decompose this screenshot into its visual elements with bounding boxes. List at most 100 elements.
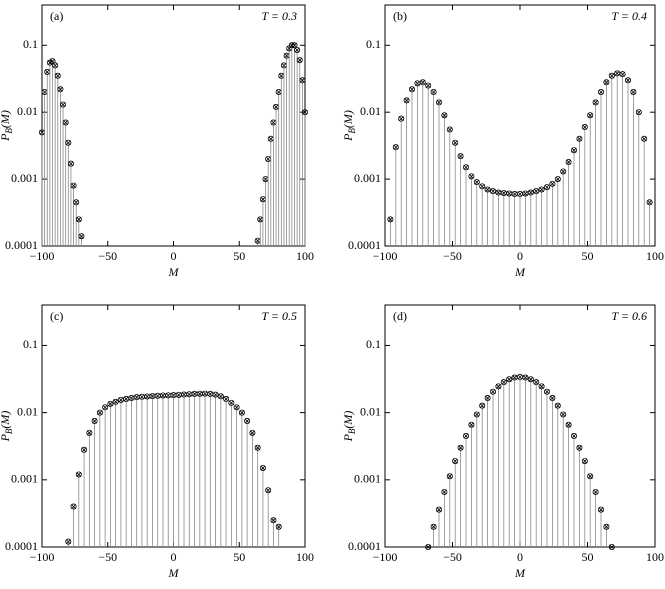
- marker-cross: [302, 109, 308, 115]
- marker: [112, 398, 119, 405]
- marker-cross: [57, 86, 63, 92]
- marker-cross: [65, 140, 71, 146]
- marker-cross: [409, 86, 415, 92]
- marker: [538, 383, 545, 390]
- marker: [576, 444, 583, 451]
- marker-circle: [86, 429, 93, 436]
- marker-circle: [560, 411, 567, 418]
- marker-cross: [603, 524, 609, 530]
- marker: [67, 160, 74, 167]
- marker: [265, 487, 272, 494]
- marker: [625, 77, 632, 84]
- marker-cross: [404, 97, 410, 103]
- marker: [446, 126, 453, 133]
- marker: [571, 147, 578, 154]
- marker-circle: [544, 388, 551, 395]
- marker-cross: [614, 70, 620, 76]
- marker-circle: [73, 199, 80, 206]
- marker-cross: [65, 539, 71, 545]
- marker-cross: [92, 418, 98, 424]
- marker: [527, 189, 534, 196]
- y-tick-label: 0.0001: [5, 238, 38, 252]
- marker-circle: [495, 383, 502, 390]
- marker: [441, 488, 448, 495]
- marker: [452, 139, 459, 146]
- panel-label: (b): [393, 9, 407, 23]
- marker-cross: [441, 489, 447, 495]
- marker-cross: [276, 89, 282, 95]
- marker: [280, 62, 287, 69]
- marker-cross: [593, 99, 599, 105]
- marker: [275, 523, 282, 530]
- marker-cross: [86, 430, 92, 436]
- marker-circle: [544, 184, 551, 191]
- marker-circle: [419, 79, 426, 86]
- marker-circle: [291, 42, 298, 49]
- marker-cross: [81, 447, 87, 453]
- marker-circle: [554, 402, 561, 409]
- marker: [65, 538, 72, 545]
- x-axis-label: M: [514, 566, 526, 580]
- marker: [598, 506, 605, 513]
- marker-circle: [489, 188, 496, 195]
- marker: [581, 458, 588, 465]
- marker-cross: [218, 393, 224, 399]
- x-tick-label: 100: [646, 249, 664, 263]
- marker: [565, 159, 572, 166]
- marker-cross: [620, 71, 626, 77]
- marker-circle: [65, 538, 72, 545]
- marker-circle: [538, 383, 545, 390]
- marker-cross: [68, 161, 74, 167]
- marker-cross: [192, 391, 198, 397]
- marker-circle: [387, 216, 394, 223]
- y-axis-label-sub: B: [347, 128, 357, 134]
- marker-cross: [257, 216, 263, 222]
- marker-cross: [50, 58, 56, 64]
- marker-circle: [646, 199, 653, 206]
- y-tick-label: 0.0001: [348, 238, 381, 252]
- marker-cross: [44, 69, 50, 75]
- marker: [259, 464, 266, 471]
- marker: [273, 103, 280, 110]
- marker-cross: [512, 191, 518, 197]
- marker-cross: [149, 393, 155, 399]
- marker-circle: [452, 139, 459, 146]
- marker: [598, 89, 605, 96]
- marker-cross: [197, 391, 203, 397]
- marker-circle: [441, 112, 448, 119]
- y-axis-label-rest: (M): [341, 110, 355, 128]
- marker: [244, 418, 251, 425]
- marker-circle: [294, 47, 301, 54]
- marker: [441, 112, 448, 119]
- y-axis-label-main: P: [341, 433, 355, 442]
- marker-cross: [223, 396, 229, 402]
- marker-cross: [76, 216, 82, 222]
- marker-cross: [522, 375, 528, 381]
- marker: [452, 458, 459, 465]
- marker-cross: [128, 395, 134, 401]
- marker: [435, 506, 442, 513]
- marker-cross: [609, 544, 615, 550]
- marker-circle: [265, 487, 272, 494]
- marker-cross: [576, 136, 582, 142]
- marker-circle: [473, 411, 480, 418]
- marker-circle: [75, 471, 82, 478]
- marker-circle: [527, 376, 534, 383]
- marker-cross: [255, 238, 261, 244]
- marker-cross: [76, 472, 82, 477]
- marker-cross: [63, 120, 69, 126]
- marker: [81, 446, 88, 453]
- marker-cross: [636, 109, 642, 115]
- marker: [533, 188, 540, 195]
- marker: [549, 395, 556, 402]
- marker-cross: [213, 392, 219, 398]
- marker-cross: [598, 89, 604, 95]
- marker-circle: [425, 82, 432, 89]
- x-axis-label: M: [168, 566, 180, 580]
- y-tick-label: 0.001: [11, 171, 38, 185]
- marker-cross: [495, 190, 501, 196]
- marker-cross: [582, 458, 588, 464]
- marker-circle: [70, 182, 77, 189]
- y-tick-label: 0.1: [366, 37, 381, 51]
- x-tick-label: −50: [443, 249, 462, 263]
